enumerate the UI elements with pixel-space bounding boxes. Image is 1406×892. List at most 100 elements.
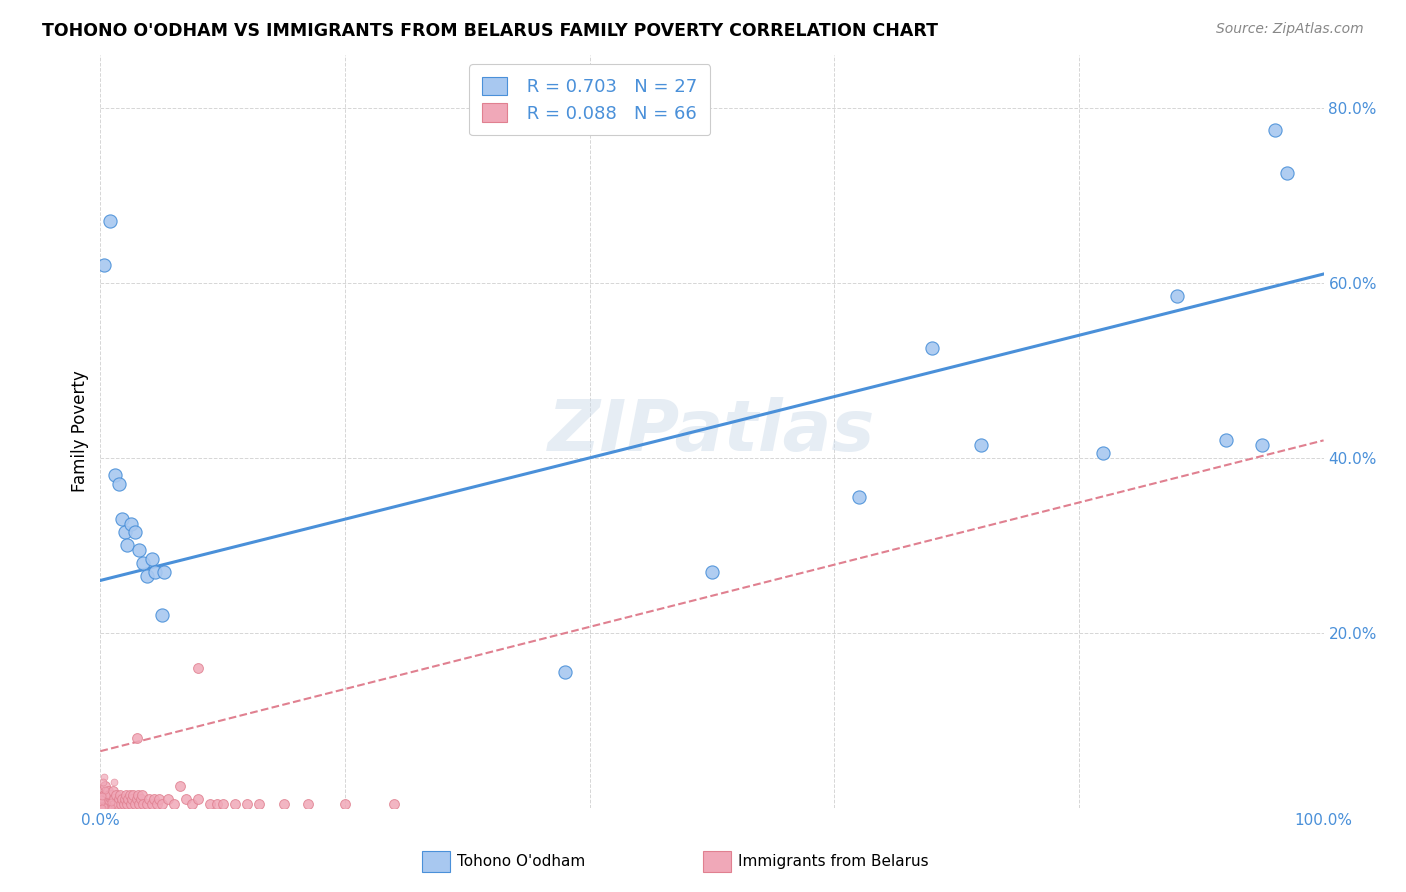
Point [90,799,112,814]
Point [101,797,124,811]
Point [382,797,405,811]
Point [101,797,124,811]
Point [90,791,112,805]
Point [100,788,122,802]
Point [93,788,115,802]
Point [156,792,179,806]
Point [93,798,115,813]
Point [128,797,150,811]
Point [211,797,233,811]
Point [115,788,138,802]
Point [150,608,173,623]
Point [120,797,142,811]
Point [91,801,114,815]
Point [120,516,142,531]
Text: TOHONO O'ODHAM VS IMMIGRANTS FROM BELARUS FAMILY POVERTY CORRELATION CHART: TOHONO O'ODHAM VS IMMIGRANTS FROM BELARU… [42,22,938,40]
Point [93,258,115,272]
Point [181,797,204,811]
Point [224,797,246,811]
Point [107,792,129,806]
Point [970,438,993,452]
Text: ZIPatlas: ZIPatlas [548,397,876,467]
Point [103,792,125,806]
Point [132,797,155,811]
Point [104,797,127,811]
Point [91,798,114,813]
Point [117,538,139,552]
Point [97,799,120,814]
Point [141,551,163,566]
Point [247,797,270,811]
Point [117,792,139,806]
Point [90,783,112,797]
Point [98,797,121,811]
Point [148,792,170,806]
Point [96,797,118,811]
Point [1166,289,1188,303]
Point [145,565,167,579]
Point [145,797,167,811]
Point [96,800,118,814]
Point [93,800,115,814]
Point [98,788,121,802]
Point [169,779,191,793]
Y-axis label: Family Poverty: Family Poverty [72,371,89,492]
Text: Tohono O'odham: Tohono O'odham [457,855,585,869]
Point [97,783,120,797]
Point [333,797,356,811]
Point [200,797,222,811]
Point [117,797,139,811]
Point [90,795,112,809]
Point [93,797,115,811]
Point [107,797,129,811]
Point [205,797,228,811]
Point [174,792,197,806]
Point [1264,122,1286,136]
Point [98,800,121,814]
Point [93,798,115,813]
Point [1215,434,1237,448]
Point [90,801,112,815]
Point [93,800,115,814]
Point [135,569,157,583]
Point [124,525,146,540]
Legend:  R = 0.703   N = 27,  R = 0.088   N = 66: R = 0.703 N = 27, R = 0.088 N = 66 [470,64,710,136]
Point [236,797,259,811]
Point [554,665,576,680]
Point [96,797,118,811]
Point [97,788,120,802]
Point [1092,446,1115,460]
Point [94,779,117,793]
Point [93,799,115,814]
Point [141,797,163,811]
Point [150,797,173,811]
Point [138,792,160,806]
Point [94,800,117,814]
Point [153,565,176,579]
Point [125,731,148,745]
Point [98,214,121,228]
Point [163,797,186,811]
Point [111,512,134,526]
Point [90,789,112,803]
Point [124,797,146,811]
Point [91,800,114,814]
Point [93,770,115,784]
Point [101,783,124,797]
Point [114,792,136,806]
Point [187,792,209,806]
Point [91,800,114,814]
Point [90,792,112,806]
Point [90,797,112,812]
Point [94,795,117,809]
Point [91,792,114,806]
Point [91,793,114,807]
Point [91,799,114,814]
Point [93,801,115,815]
Point [94,798,117,813]
Point [143,792,166,806]
Point [108,788,131,802]
Point [128,542,150,557]
Point [107,477,129,491]
Point [129,792,152,806]
